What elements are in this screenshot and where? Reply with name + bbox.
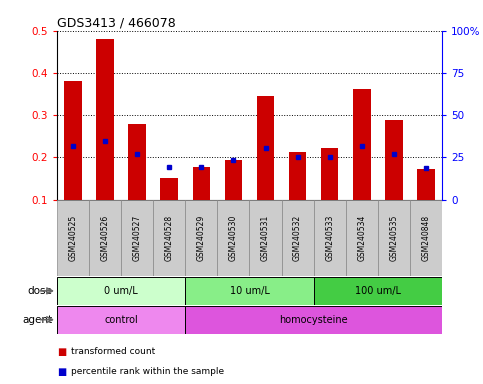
Text: ■: ■ <box>57 346 66 357</box>
Text: GSM240530: GSM240530 <box>229 215 238 261</box>
Bar <box>378 200 410 276</box>
Bar <box>410 200 442 276</box>
Bar <box>153 200 185 276</box>
Bar <box>217 200 250 276</box>
Text: transformed count: transformed count <box>71 347 156 356</box>
Bar <box>417 169 435 200</box>
Bar <box>128 124 146 200</box>
Bar <box>193 167 210 200</box>
Text: GSM240525: GSM240525 <box>69 215 78 261</box>
Text: control: control <box>104 314 138 325</box>
Bar <box>385 120 403 200</box>
Bar <box>289 152 306 200</box>
Bar <box>57 306 185 333</box>
Bar <box>57 277 185 305</box>
Bar <box>185 200 217 276</box>
Text: agent: agent <box>22 314 52 325</box>
Text: dose: dose <box>27 286 52 296</box>
Bar <box>346 200 378 276</box>
Bar <box>121 200 153 276</box>
Text: 100 um/L: 100 um/L <box>355 286 401 296</box>
Bar <box>225 160 242 200</box>
Bar <box>353 89 370 200</box>
Text: GSM240532: GSM240532 <box>293 215 302 261</box>
Text: 0 um/L: 0 um/L <box>104 286 138 296</box>
Bar <box>256 96 274 200</box>
Bar <box>313 200 346 276</box>
Text: GSM240528: GSM240528 <box>165 215 174 261</box>
Text: ■: ■ <box>57 366 66 377</box>
Bar <box>321 148 339 200</box>
Text: GSM240534: GSM240534 <box>357 215 366 261</box>
Bar <box>160 178 178 200</box>
Text: GDS3413 / 466078: GDS3413 / 466078 <box>57 17 176 30</box>
Text: percentile rank within the sample: percentile rank within the sample <box>71 367 225 376</box>
Text: GSM240533: GSM240533 <box>325 215 334 261</box>
Text: 10 um/L: 10 um/L <box>229 286 270 296</box>
Text: GSM240848: GSM240848 <box>421 215 430 261</box>
Bar <box>185 277 313 305</box>
Text: GSM240529: GSM240529 <box>197 215 206 261</box>
Bar <box>185 306 442 333</box>
Bar <box>64 81 82 200</box>
Text: GSM240527: GSM240527 <box>133 215 142 261</box>
Text: homocysteine: homocysteine <box>279 314 348 325</box>
Text: GSM240531: GSM240531 <box>261 215 270 261</box>
Bar <box>313 277 442 305</box>
Text: GSM240526: GSM240526 <box>100 215 110 261</box>
Bar <box>89 200 121 276</box>
Text: GSM240535: GSM240535 <box>389 215 398 261</box>
Bar <box>57 200 89 276</box>
Bar <box>282 200 313 276</box>
Bar <box>250 200 282 276</box>
Bar <box>96 39 114 200</box>
